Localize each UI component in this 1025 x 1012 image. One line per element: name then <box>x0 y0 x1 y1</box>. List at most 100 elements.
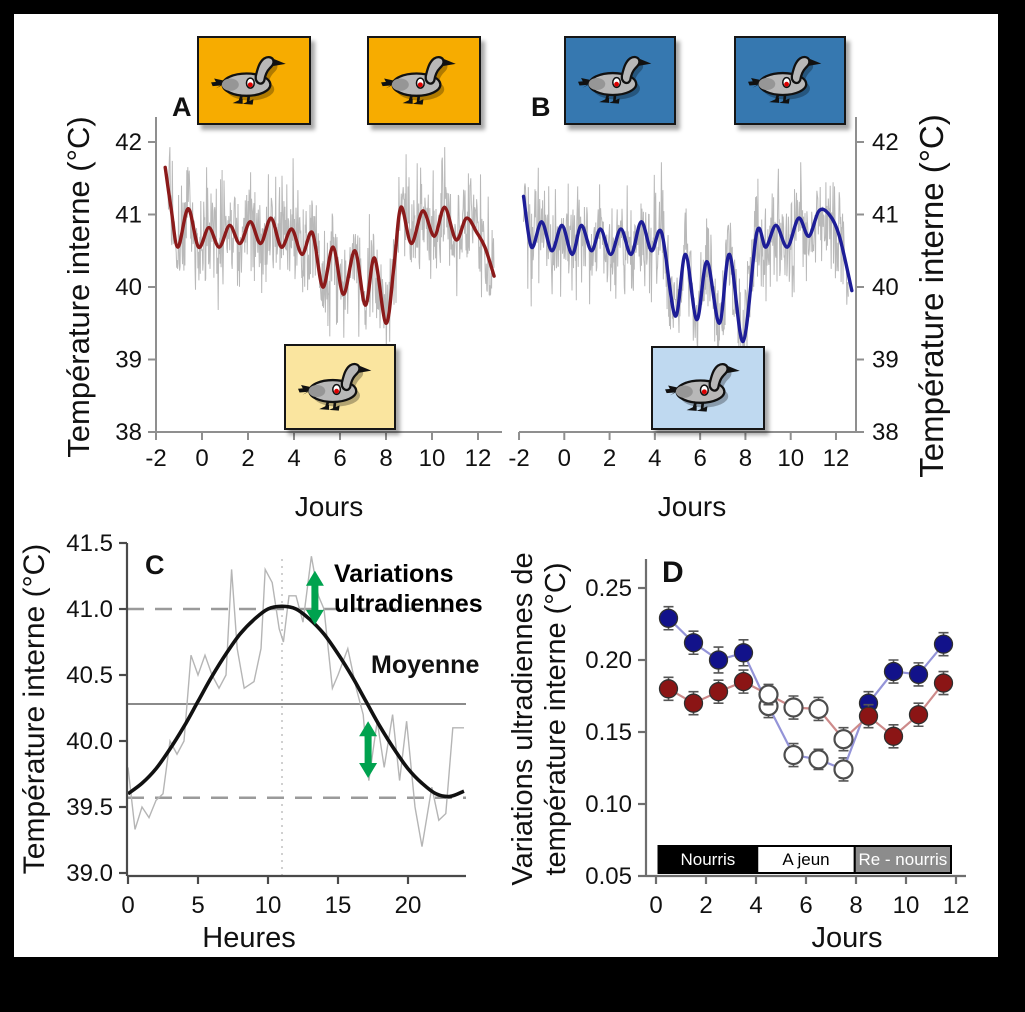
svg-text:10: 10 <box>255 892 282 919</box>
svg-text:5: 5 <box>191 892 204 919</box>
variations-ultradiennes-note: Variations ultradiennes <box>334 559 483 619</box>
svg-text:-2: -2 <box>145 445 166 472</box>
series-groupe-bleu <box>658 605 954 782</box>
svg-text:2: 2 <box>241 445 254 472</box>
filled-marker-groupe-bleu <box>933 634 954 654</box>
svg-text:38: 38 <box>872 419 899 446</box>
bird-box-b-fasted <box>651 346 765 430</box>
bird-box-b-fed-right <box>734 36 846 125</box>
bird-box-b-fed-left <box>564 36 676 125</box>
svg-text:20: 20 <box>395 892 422 919</box>
svg-text:-2: -2 <box>508 445 529 472</box>
svg-text:0.05: 0.05 <box>585 863 632 890</box>
panel-d: Nourris A jeun Re - nourris 0.05 0.10 0.15 0.2… <box>585 559 969 919</box>
yaxis-title-d: Variations ultradiennes de température i… <box>507 499 573 939</box>
svg-text:39: 39 <box>872 347 899 374</box>
svg-text:10: 10 <box>419 445 446 472</box>
filled-marker-groupe-rouge <box>708 682 729 702</box>
phase-segment-1: Nourris <box>657 845 759 874</box>
filled-marker-groupe-bleu <box>883 661 904 682</box>
ultradian-variation-arrow-1 <box>305 570 324 625</box>
svg-text:41.5: 41.5 <box>66 530 113 557</box>
svg-text:0.10: 0.10 <box>585 791 632 818</box>
svg-text:40.5: 40.5 <box>66 662 113 689</box>
filled-marker-groupe-bleu <box>683 633 704 653</box>
svg-text:40: 40 <box>872 274 899 301</box>
duck-icon <box>378 50 470 112</box>
open-marker-groupe-bleu <box>783 744 804 766</box>
svg-text:42: 42 <box>872 129 899 156</box>
svg-text:0: 0 <box>649 892 662 919</box>
duck-icon <box>208 50 300 112</box>
panel-b: 38 39 40 41 42 -2 0 2 4 6 8 10 12 <box>508 117 899 472</box>
svg-text:2: 2 <box>699 892 712 919</box>
svg-text:42: 42 <box>115 129 142 156</box>
panel-letter-d: D <box>662 556 685 589</box>
svg-text:6: 6 <box>333 445 346 472</box>
yaxis-title-c: Température interne (°C) <box>18 543 51 875</box>
panel-letter-a: A <box>172 92 193 122</box>
open-marker-groupe-bleu <box>808 749 829 770</box>
yaxis-title-d-line1: Variations ultradiennes de <box>507 552 539 886</box>
smoothed-temperature-curve-a <box>163 165 496 325</box>
open-marker-groupe-rouge <box>758 684 779 705</box>
filled-marker-groupe-rouge <box>658 679 679 699</box>
svg-text:12: 12 <box>823 445 850 472</box>
bird-box-a-fed-left <box>197 36 311 125</box>
svg-text:10: 10 <box>777 445 804 472</box>
svg-text:41: 41 <box>872 202 899 229</box>
svg-text:12: 12 <box>465 445 492 472</box>
figure-frame: 38 39 40 41 42 -2 0 2 4 6 8 10 12 38 39 40 41 42 -2 0 2 4 6 8 10… <box>14 14 998 957</box>
duck-icon <box>662 357 754 419</box>
filled-marker-groupe-rouge <box>883 726 904 746</box>
svg-text:0: 0 <box>558 445 571 472</box>
panel-a: 38 39 40 41 42 -2 0 2 4 6 8 10 12 <box>115 117 502 472</box>
svg-text:40: 40 <box>115 274 142 301</box>
bird-box-a-fed-right <box>367 36 481 125</box>
svg-text:39.0: 39.0 <box>66 860 113 887</box>
svg-text:0.15: 0.15 <box>585 719 632 746</box>
xaxis-title-a: Jours <box>294 491 364 522</box>
svg-text:0: 0 <box>195 445 208 472</box>
svg-text:6: 6 <box>693 445 706 472</box>
open-marker-groupe-rouge <box>833 729 854 750</box>
svg-text:38: 38 <box>115 419 142 446</box>
smoothed-temperature-curve-b <box>521 194 854 344</box>
filled-marker-groupe-bleu <box>708 650 729 670</box>
svg-text:8: 8 <box>379 445 392 472</box>
svg-text:15: 15 <box>325 892 352 919</box>
yaxis-title-d-line2: température interne (°C) <box>540 562 572 876</box>
svg-text:4: 4 <box>648 445 661 472</box>
variations-note-line2: ultradiennes <box>334 590 483 618</box>
open-marker-groupe-rouge <box>783 697 804 718</box>
svg-text:0.20: 0.20 <box>585 647 632 674</box>
ultradian-variation-arrow-2 <box>359 721 378 778</box>
duck-icon <box>295 357 386 417</box>
yaxis-title-b: Température interne (°C) <box>913 114 950 478</box>
panel-c: 39.0 39.5 40.0 40.5 41.0 41.5 0 5 10 15 20 <box>66 530 466 919</box>
svg-text:0.25: 0.25 <box>585 575 632 602</box>
panel-letter-c: C <box>145 550 166 580</box>
daily-mean-sinusoid <box>126 604 465 799</box>
svg-text:41: 41 <box>115 202 142 229</box>
filled-marker-groupe-rouge <box>933 673 954 693</box>
filled-marker-groupe-rouge <box>683 693 704 713</box>
xaxis-title-d: Jours <box>811 922 883 954</box>
panel-letter-b: B <box>531 92 552 122</box>
svg-text:41.0: 41.0 <box>66 596 113 623</box>
xaxis-title-b: Jours <box>657 491 727 522</box>
svg-text:10: 10 <box>893 892 920 919</box>
xaxis-title-c: Heures <box>202 922 296 954</box>
phase-segment-3: Re - nourris <box>853 845 952 874</box>
svg-text:39.5: 39.5 <box>66 794 113 821</box>
open-marker-groupe-bleu <box>833 759 854 780</box>
filled-marker-groupe-rouge <box>908 705 929 725</box>
svg-text:40.0: 40.0 <box>66 728 113 755</box>
phase-segment-2: A jeun <box>756 845 856 874</box>
filled-marker-groupe-rouge <box>733 671 754 692</box>
svg-text:4: 4 <box>749 892 762 919</box>
yaxis-title-a: Température interne (°C) <box>61 116 96 458</box>
moyenne-label: Moyenne <box>371 651 480 679</box>
